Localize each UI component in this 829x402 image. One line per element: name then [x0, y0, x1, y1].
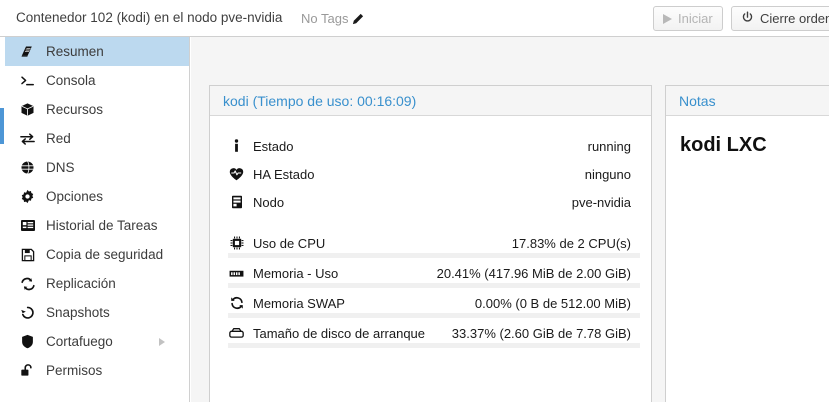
- sidebar-item-label: Historial de Tareas: [46, 218, 158, 233]
- bootdisk-usage-meter: [228, 343, 640, 348]
- sidebar-item-cortafuego[interactable]: Cortafuego: [5, 327, 189, 356]
- sidebar-item-snapshots[interactable]: Snapshots: [5, 298, 189, 327]
- sidebar-item-historial-de-tareas[interactable]: Historial de Tareas: [5, 211, 189, 240]
- cpu-usage-meter: [228, 253, 640, 258]
- status-row-value: 33.37% (2.60 GiB de 7.78 GiB): [451, 325, 631, 341]
- status-row-value: ninguno: [584, 166, 631, 182]
- pencil-icon[interactable]: [352, 13, 364, 25]
- sidebar-item-label: Replicación: [46, 276, 116, 291]
- power-icon: [741, 10, 754, 27]
- sidebar-item-permisos[interactable]: Permisos: [5, 356, 189, 385]
- sidebar-item-label: Red: [46, 131, 71, 146]
- notes-text: kodi LXC: [680, 134, 767, 156]
- swap-icon: [228, 296, 245, 310]
- top-toolbar: Contenedor 102 (kodi) en el nodo pve-nvi…: [0, 0, 829, 37]
- floppy-disk-icon: [18, 248, 37, 262]
- sidebar-item-label: Copia de seguridad: [46, 247, 164, 262]
- chevron-right-icon: [159, 337, 165, 346]
- shutdown-button[interactable]: Cierre ordena: [731, 6, 829, 31]
- cube-icon: [18, 102, 37, 117]
- status-row-memoria-uso: Memoria - Uso 20.41% (417.96 MiB de 2.00…: [222, 258, 640, 288]
- globe-icon: [18, 160, 37, 175]
- status-row-uso-de-cpu: Uso de CPU 17.83% de 2 CPU(s): [222, 228, 640, 258]
- page-title: Contenedor 102 (kodi) en el nodo pve-nvi…: [16, 10, 283, 25]
- sidebar-item-replicacion[interactable]: Replicación: [5, 269, 189, 298]
- sidebar-item-red[interactable]: Red: [5, 124, 189, 153]
- sidebar-item-copia-de-seguridad[interactable]: Copia de seguridad: [5, 240, 189, 269]
- server-icon: [228, 195, 245, 209]
- notes-panel-header: Notas: [666, 86, 829, 116]
- status-row-value: running: [587, 138, 631, 154]
- list-icon: [18, 219, 37, 232]
- status-row-label: HA Estado: [253, 166, 315, 182]
- sidebar-item-label: Snapshots: [46, 305, 110, 320]
- shutdown-button-label: Cierre ordena: [760, 11, 829, 26]
- book-icon: [18, 44, 37, 59]
- sidebar-item-label: Opciones: [46, 189, 104, 204]
- status-panel-header: kodi (Tiempo de uso: 00:16:09): [210, 86, 651, 116]
- sidebar-item-label: Cortafuego: [46, 334, 113, 349]
- network-arrows-icon: [18, 132, 37, 146]
- status-row-value: 17.83% de 2 CPU(s): [511, 235, 631, 251]
- terminal-icon: [18, 74, 37, 88]
- status-row-label: Estado: [253, 138, 294, 154]
- status-row-estado: Estado running: [222, 132, 639, 160]
- shield-icon: [18, 334, 37, 349]
- content-area: kodi (Tiempo de uso: 00:16:09) Estado ru…: [191, 37, 829, 402]
- status-row-value: 20.41% (417.96 MiB de 2.00 GiB): [436, 265, 631, 281]
- start-button-label: Iniciar: [678, 11, 713, 26]
- sidebar-item-label: Permisos: [46, 363, 103, 378]
- sidebar-item-label: Consola: [46, 73, 96, 88]
- replication-icon: [18, 277, 37, 291]
- notes-body[interactable]: kodi LXC: [666, 116, 829, 157]
- tags-editor[interactable]: No Tags: [301, 11, 364, 26]
- sidebar: Resumen Consola Recursos Red: [5, 37, 190, 402]
- tags-label: No Tags: [301, 11, 349, 26]
- hdd-icon: [228, 327, 245, 339]
- swap-usage-meter: [228, 313, 640, 318]
- status-row-ha-estado: HA Estado ninguno: [222, 160, 639, 188]
- heartbeat-icon: [228, 167, 245, 181]
- status-row-label: Nodo: [253, 194, 285, 210]
- unlock-icon: [18, 363, 37, 378]
- status-separator: [222, 216, 639, 228]
- sidebar-item-resumen[interactable]: Resumen: [5, 37, 189, 66]
- sidebar-item-label: Resumen: [46, 44, 104, 59]
- memory-icon: [228, 268, 245, 279]
- sidebar-item-consola[interactable]: Consola: [5, 66, 189, 95]
- panel-edge-accent[interactable]: [0, 108, 4, 144]
- sidebar-item-opciones[interactable]: Opciones: [5, 182, 189, 211]
- start-button[interactable]: Iniciar: [653, 6, 723, 31]
- status-row-label: Memoria SWAP: [253, 295, 345, 311]
- status-row-value: 0.00% (0 B de 512.00 MiB): [474, 295, 631, 311]
- status-row-label: Uso de CPU: [253, 235, 326, 251]
- history-clock-icon: [18, 305, 37, 320]
- status-row-tamano-de-disco-de-arranque: Tamaño de disco de arranque 33.37% (2.60…: [222, 318, 640, 348]
- status-panel: kodi (Tiempo de uso: 00:16:09) Estado ru…: [209, 85, 652, 402]
- sidebar-item-recursos[interactable]: Recursos: [5, 95, 189, 124]
- status-row-nodo: Nodo pve-nvidia: [222, 188, 639, 216]
- notes-panel: Notas kodi LXC: [665, 85, 829, 402]
- sidebar-item-label: Recursos: [46, 102, 104, 117]
- play-icon: [663, 13, 672, 24]
- status-row-label: Memoria - Uso: [253, 265, 339, 281]
- info-icon: [228, 139, 245, 153]
- cpu-chip-icon: [228, 236, 245, 250]
- status-row-label: Tamaño de disco de arranque: [253, 325, 426, 341]
- status-row-memoria-swap: Memoria SWAP 0.00% (0 B de 512.00 MiB): [222, 288, 640, 318]
- gear-icon: [18, 189, 37, 204]
- memory-usage-meter: [228, 283, 640, 288]
- sidebar-item-dns[interactable]: DNS: [5, 153, 189, 182]
- status-row-value: pve-nvidia: [571, 194, 631, 210]
- sidebar-item-label: DNS: [46, 160, 75, 175]
- status-list: Estado running HA Estado ninguno: [210, 116, 651, 348]
